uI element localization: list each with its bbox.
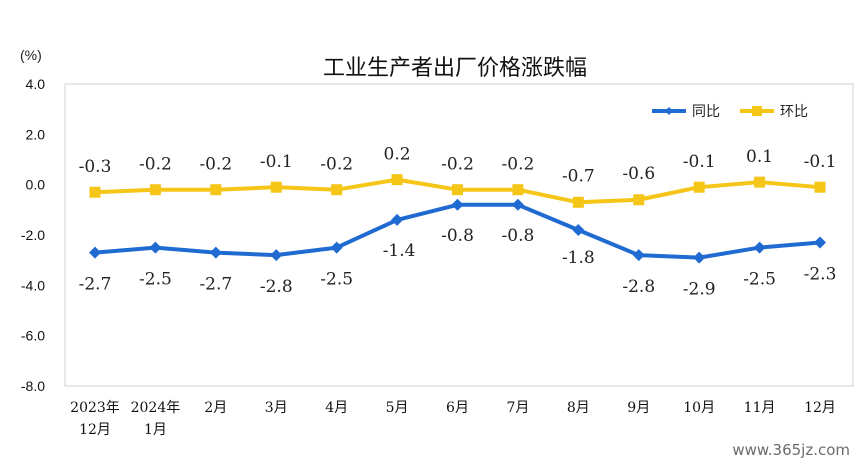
data-point-mom <box>210 184 222 196</box>
data-point-yoy <box>89 246 101 259</box>
y-tick-label: 4.0 <box>26 76 46 92</box>
data-point-yoy <box>572 223 585 236</box>
data-point-mom <box>391 174 403 186</box>
data-label: 0.1 <box>746 147 773 167</box>
data-point-mom <box>693 181 705 193</box>
legend-label: 环比 <box>780 104 808 120</box>
data-label: -2.5 <box>139 270 172 290</box>
x-tick-label: 8月 <box>567 400 590 416</box>
data-label: -0.2 <box>139 155 172 175</box>
y-tick-label: -2.0 <box>21 227 45 243</box>
data-point-yoy <box>209 246 222 259</box>
data-label: -0.7 <box>562 166 595 186</box>
data-point-yoy <box>753 241 766 254</box>
data-point-mom <box>754 176 766 188</box>
data-point-mom <box>89 186 101 198</box>
x-tick-label: 11月 <box>744 400 776 416</box>
x-axis-ticks: 2023年 12月 2024年 1月 2月 3月 4月 5月 6月 7月 8月 9月 10月 11月 12月 <box>70 400 836 438</box>
data-point-yoy <box>391 213 404 226</box>
data-label: -0.2 <box>441 155 474 175</box>
chart-title: 工业生产者出厂价格涨跌幅 <box>323 56 587 81</box>
data-label: -2.7 <box>79 275 112 295</box>
data-label: -2.3 <box>804 265 837 285</box>
y-tick-label: 2.0 <box>26 126 46 142</box>
data-point-yoy <box>511 198 524 211</box>
data-label: -2.8 <box>622 277 655 297</box>
data-label: -0.2 <box>320 155 353 175</box>
y-tick-label: -6.0 <box>21 328 45 344</box>
data-label: -2.5 <box>743 270 776 290</box>
data-label: -0.3 <box>79 157 112 177</box>
y-axis-unit: (%) <box>20 47 42 63</box>
data-label: -0.1 <box>683 152 716 172</box>
data-label: -1.4 <box>383 241 416 261</box>
data-point-mom <box>331 184 343 196</box>
data-label: -2.8 <box>260 277 293 297</box>
x-tick-label: 2024年 1月 <box>131 400 181 438</box>
legend-marker-yoy <box>665 107 673 115</box>
data-point-yoy <box>693 251 706 264</box>
data-point-yoy <box>270 249 283 262</box>
plot-frame <box>64 83 854 387</box>
y-axis-ticks: 4.0 2.0 0.0 -2.0 -4.0 -6.0 -8.0 <box>21 76 45 394</box>
x-tick-label: 5月 <box>386 400 409 416</box>
data-point-mom <box>633 194 645 206</box>
data-label: -0.2 <box>502 155 535 175</box>
data-label: 0.2 <box>384 145 411 165</box>
data-labels: -2.7 -2.5 -2.7 -2.8 -2.5 -1.4 -0.8 -0.8 -1.8 -2.8… <box>79 145 837 300</box>
data-point-mom <box>270 181 282 193</box>
x-tick-label: 2月 <box>204 400 227 416</box>
data-point-mom <box>512 184 524 196</box>
data-point-mom <box>149 184 161 196</box>
data-label: -2.7 <box>199 275 232 295</box>
series-layer <box>89 174 826 264</box>
x-tick-label: 2023年 12月 <box>70 400 120 438</box>
x-tick-label: 9月 <box>627 400 650 416</box>
x-tick-label: 6月 <box>446 400 469 416</box>
legend-marker-mom <box>752 106 762 116</box>
x-tick-label: 4月 <box>325 400 348 416</box>
x-tick-label: 3月 <box>265 400 288 416</box>
legend-label: 同比 <box>692 104 720 120</box>
x-tick-label: 7月 <box>506 400 529 416</box>
data-label: -0.6 <box>622 164 655 184</box>
data-point-mom <box>814 181 826 193</box>
data-point-mom <box>572 196 584 208</box>
data-point-yoy <box>632 249 645 262</box>
data-point-yoy <box>814 236 826 249</box>
data-label: -0.8 <box>502 226 535 246</box>
y-tick-label: -8.0 <box>21 378 45 394</box>
data-point-yoy <box>330 241 343 254</box>
data-label: -0.8 <box>441 226 474 246</box>
data-label: -1.8 <box>562 248 595 268</box>
x-tick-label: 10月 <box>683 400 715 416</box>
legend: 同比 环比 <box>652 104 808 120</box>
x-tick-label: 12月 <box>804 400 836 416</box>
data-label: -2.9 <box>683 280 716 300</box>
y-tick-label: -4.0 <box>21 277 45 293</box>
data-point-yoy <box>149 241 162 254</box>
watermark-text: www.365jz.com <box>732 441 850 459</box>
data-point-yoy <box>451 198 464 211</box>
y-tick-label: 0.0 <box>26 177 46 193</box>
data-label: -2.5 <box>320 270 353 290</box>
data-label: -0.1 <box>260 152 293 172</box>
data-label: -0.2 <box>199 155 232 175</box>
data-label: -0.1 <box>804 152 837 172</box>
data-point-mom <box>452 184 463 196</box>
